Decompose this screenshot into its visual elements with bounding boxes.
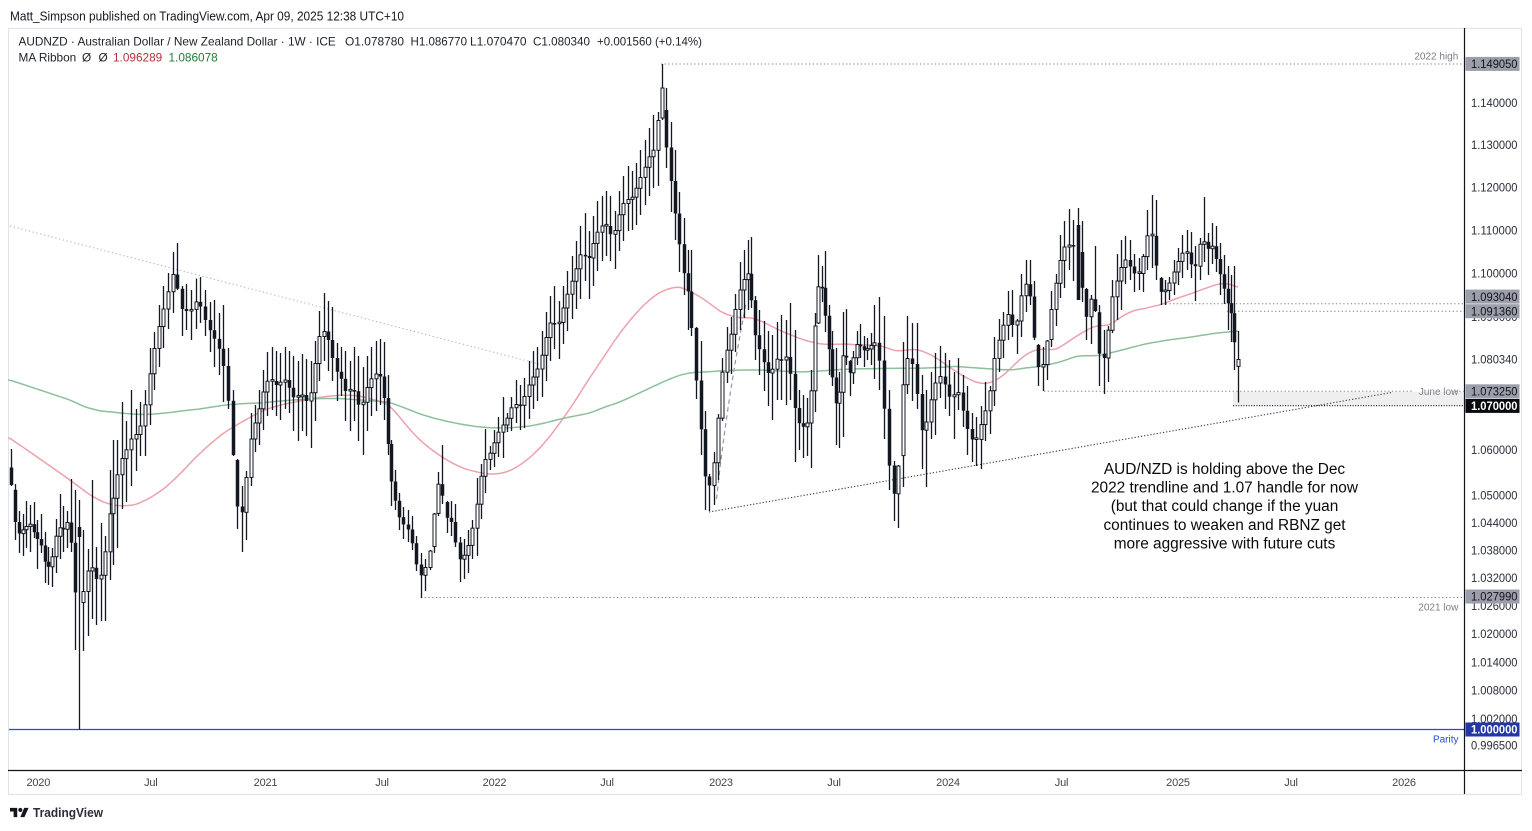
svg-text:2022 trendline and 1.07 handle: 2022 trendline and 1.07 handle for now — [1091, 480, 1359, 497]
svg-text:2022 high: 2022 high — [1414, 52, 1458, 63]
svg-text:Matt_Simpson published on Trad: Matt_Simpson published on TradingView.co… — [10, 9, 404, 24]
svg-text:1.120000: 1.120000 — [1471, 182, 1518, 195]
svg-text:1.140000: 1.140000 — [1471, 97, 1518, 110]
svg-text:1.086078: 1.086078 — [169, 51, 219, 65]
svg-text:O1.078780: O1.078780 — [345, 35, 404, 49]
svg-text:1.070000: 1.070000 — [1471, 400, 1518, 413]
svg-text:1.000000: 1.000000 — [1471, 724, 1518, 737]
svg-text:1.100000: 1.100000 — [1471, 268, 1518, 281]
svg-text:1.096289: 1.096289 — [113, 51, 162, 65]
svg-text:2026: 2026 — [1392, 777, 1416, 789]
svg-text:Parity: Parity — [1433, 735, 1459, 746]
svg-text:1.027990: 1.027990 — [1471, 591, 1518, 604]
svg-text:1.149050: 1.149050 — [1471, 58, 1518, 71]
svg-text:0.996500: 0.996500 — [1471, 740, 1518, 753]
svg-text:1.032000: 1.032000 — [1471, 572, 1518, 585]
svg-text:Jul: Jul — [600, 777, 613, 789]
svg-text:June low: June low — [1419, 387, 1459, 398]
svg-text:2023: 2023 — [709, 777, 733, 789]
svg-text:1.050000: 1.050000 — [1471, 489, 1518, 502]
svg-text:2025: 2025 — [1166, 777, 1190, 789]
svg-text:2021: 2021 — [254, 777, 278, 789]
svg-text:L1.070470: L1.070470 — [470, 35, 527, 49]
svg-text:AUDNZD · Australian Dollar / N: AUDNZD · Australian Dollar / New Zealand… — [19, 35, 336, 49]
svg-text:continues to weaken and RBNZ g: continues to weaken and RBNZ get — [1103, 517, 1346, 534]
svg-text:2022: 2022 — [483, 777, 507, 789]
svg-text:TradingView: TradingView — [33, 805, 104, 820]
svg-text:1.008000: 1.008000 — [1471, 685, 1518, 698]
svg-text:MA Ribbon: MA Ribbon — [19, 51, 77, 65]
svg-text:(but that could change if the: (but that could change if the yuan — [1111, 498, 1339, 515]
svg-text:Ø: Ø — [99, 51, 108, 65]
svg-text:more aggressive with future cu: more aggressive with future cuts — [1114, 535, 1336, 552]
svg-text:1.073250: 1.073250 — [1471, 386, 1518, 399]
svg-text:C1.080340: C1.080340 — [533, 35, 590, 49]
svg-text:Jul: Jul — [827, 777, 840, 789]
svg-text:1.130000: 1.130000 — [1471, 139, 1518, 152]
svg-text:1.044000: 1.044000 — [1471, 517, 1518, 530]
svg-text:H1.086770: H1.086770 — [411, 35, 468, 49]
svg-text:2024: 2024 — [936, 777, 960, 789]
svg-text:1.038000: 1.038000 — [1471, 544, 1518, 557]
svg-text:1.020000: 1.020000 — [1471, 628, 1518, 641]
svg-text:1.014000: 1.014000 — [1471, 656, 1518, 669]
svg-text:+0.001560 (+0.14%): +0.001560 (+0.14%) — [597, 35, 702, 49]
svg-text:Jul: Jul — [144, 777, 157, 789]
svg-text:AUD/NZD is holding above the D: AUD/NZD is holding above the Dec — [1104, 461, 1346, 478]
svg-text:Jul: Jul — [375, 777, 388, 789]
svg-text:1.110000: 1.110000 — [1471, 224, 1518, 237]
svg-text:1.080340: 1.080340 — [1471, 354, 1518, 367]
svg-text:Jul: Jul — [1055, 777, 1068, 789]
svg-text:2021 low: 2021 low — [1418, 603, 1459, 614]
svg-text:1.091360: 1.091360 — [1471, 305, 1518, 318]
svg-text:1.060000: 1.060000 — [1471, 444, 1518, 457]
svg-text:2020: 2020 — [26, 777, 50, 789]
svg-text:Ø: Ø — [82, 51, 91, 65]
svg-text:1.093040: 1.093040 — [1471, 291, 1518, 304]
svg-text:Jul: Jul — [1284, 777, 1297, 789]
